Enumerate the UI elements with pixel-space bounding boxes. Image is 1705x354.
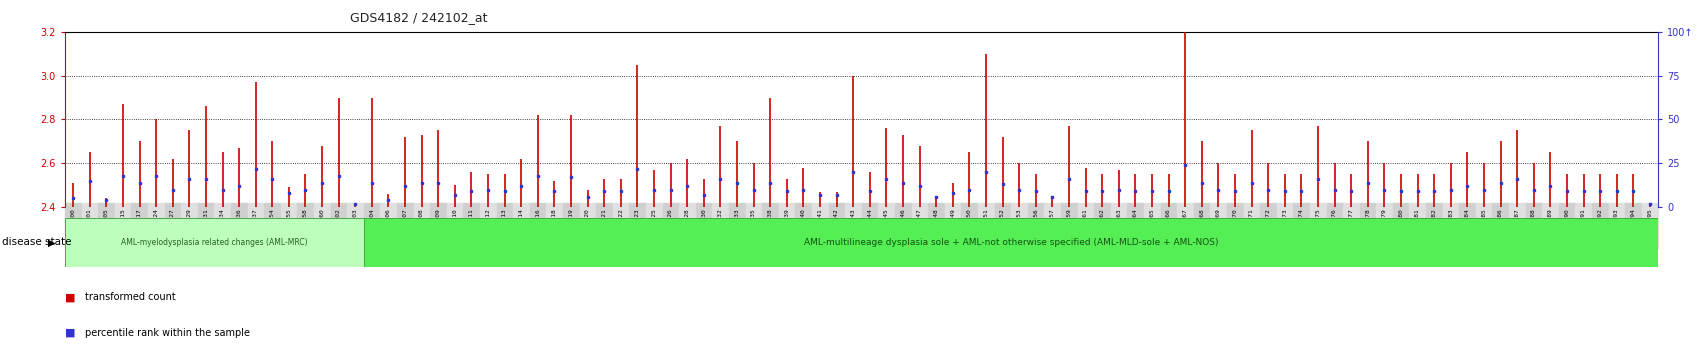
Bar — [65, 218, 363, 267]
Text: percentile rank within the sample: percentile rank within the sample — [85, 328, 251, 338]
Text: ▶: ▶ — [48, 238, 55, 247]
Text: GDS4182 / 242102_at: GDS4182 / 242102_at — [350, 11, 488, 24]
Text: disease state: disease state — [2, 238, 72, 247]
Text: ■: ■ — [65, 328, 75, 338]
Text: transformed count: transformed count — [85, 292, 176, 302]
Text: AML-myelodysplasia related changes (AML-MRC): AML-myelodysplasia related changes (AML-… — [121, 238, 307, 247]
Text: ■: ■ — [65, 292, 75, 302]
Text: AML-multilineage dysplasia sole + AML-not otherwise specified (AML-MLD-sole + AM: AML-multilineage dysplasia sole + AML-no… — [803, 238, 1217, 247]
Bar — [363, 218, 1657, 267]
